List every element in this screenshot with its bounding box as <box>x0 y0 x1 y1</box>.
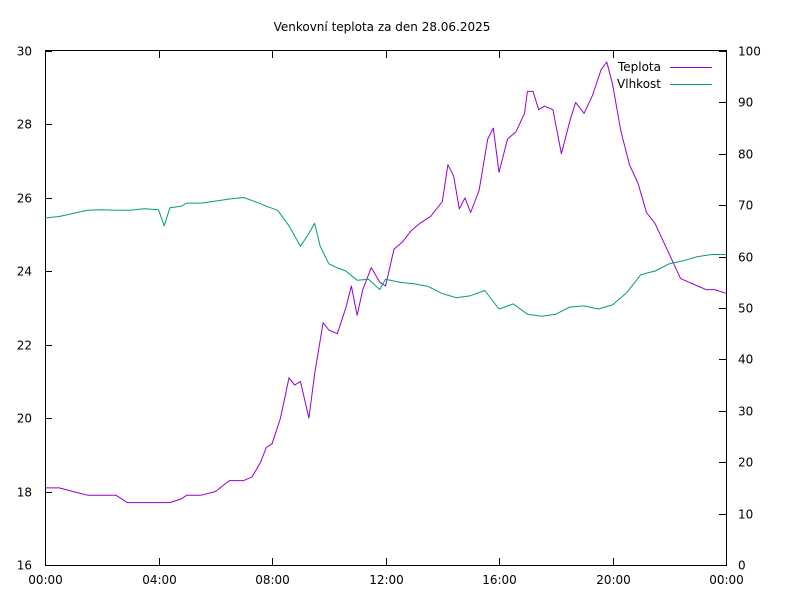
y2-tick-label: 0 <box>738 559 746 573</box>
y2-tick-label: 100 <box>738 45 761 59</box>
x-axis: 00:00 04:00 08:00 12:00 16:00 20:00 00:00 <box>28 51 744 587</box>
y-tick-label: 28 <box>17 118 32 132</box>
x-tick-label: 08:00 <box>255 573 290 587</box>
y2-tick-label: 50 <box>738 302 753 316</box>
legend-label-vlhkost: Vlhkost <box>617 77 661 91</box>
y2-tick-label: 30 <box>738 405 753 419</box>
y-tick-label: 24 <box>17 265 32 279</box>
legend-label-teplota: Teplota <box>617 60 661 74</box>
y-tick-label: 16 <box>17 559 32 573</box>
series-layer <box>44 61 727 504</box>
x-tick-label: 04:00 <box>142 573 177 587</box>
y2-tick-label: 80 <box>738 148 753 162</box>
y-axis-left: 16 18 20 22 24 26 28 30 <box>17 45 52 573</box>
y-axis-right: 0 10 20 30 40 50 60 70 80 90 100 <box>719 45 761 573</box>
x-tick-label: 16:00 <box>482 573 517 587</box>
legend: Teplota Vlhkost <box>617 60 712 91</box>
x-tick-label: 00:00 <box>28 573 63 587</box>
y2-tick-label: 90 <box>738 96 753 110</box>
series-line-vlhkost <box>44 197 726 317</box>
chart-title: Venkovní teplota za den 28.06.2025 <box>274 20 491 34</box>
y-tick-label: 18 <box>17 486 32 500</box>
series-line-teplota <box>45 61 727 504</box>
y2-tick-label: 20 <box>738 456 753 470</box>
plot-frame <box>45 50 727 566</box>
y-tick-label: 30 <box>17 45 32 59</box>
x-tick-label: 20:00 <box>596 573 631 587</box>
y2-tick-label: 70 <box>738 199 753 213</box>
x-tick-label: 00:00 <box>709 573 744 587</box>
y-tick-label: 26 <box>17 192 32 206</box>
x-tick-label: 12:00 <box>369 573 404 587</box>
y2-tick-label: 10 <box>738 508 753 522</box>
y-tick-label: 20 <box>17 412 32 426</box>
y2-tick-label: 60 <box>738 251 753 265</box>
y-tick-label: 22 <box>17 339 32 353</box>
y2-tick-label: 40 <box>738 353 753 367</box>
